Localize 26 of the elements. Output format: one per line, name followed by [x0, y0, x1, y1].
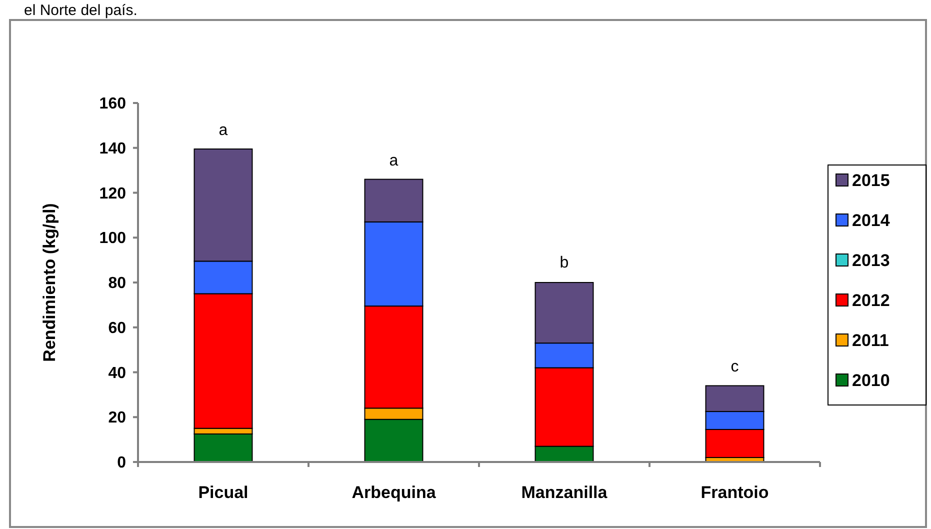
- annotation: a: [218, 122, 228, 139]
- y-tick-label: 80: [108, 275, 126, 292]
- annotation: c: [730, 358, 739, 376]
- legend-label: 2011: [852, 330, 889, 350]
- y-tick-label: 100: [99, 230, 126, 248]
- y-tick-label: 40: [108, 364, 126, 382]
- legend-label: 2012: [852, 290, 890, 310]
- y-tick-label: 60: [108, 320, 126, 337]
- x-tick-label: Picual: [198, 483, 248, 502]
- y-tick-label: 0: [117, 454, 126, 472]
- y-tick-label: 20: [108, 410, 126, 427]
- y-tick-label: 160: [99, 96, 126, 113]
- legend-label: 2014: [852, 210, 890, 230]
- y-tick-label: 140: [99, 140, 126, 158]
- legend-label: 2010: [852, 370, 890, 390]
- annotation: b: [560, 254, 569, 272]
- y-axis-title: Rendimiento (kg/pl): [40, 203, 59, 362]
- legend-label: 2015: [852, 170, 890, 190]
- legend-label: 2013: [852, 250, 890, 270]
- y-tick-label: 120: [99, 185, 126, 202]
- annotation: a: [389, 152, 398, 170]
- text: el Norte del país.: [24, 2, 138, 19]
- x-tick-label: Manzanilla: [521, 483, 608, 502]
- x-tick-label: Frantoio: [700, 483, 769, 502]
- bar: [194, 433, 253, 462]
- x-tick-label: Arbequina: [352, 483, 436, 502]
